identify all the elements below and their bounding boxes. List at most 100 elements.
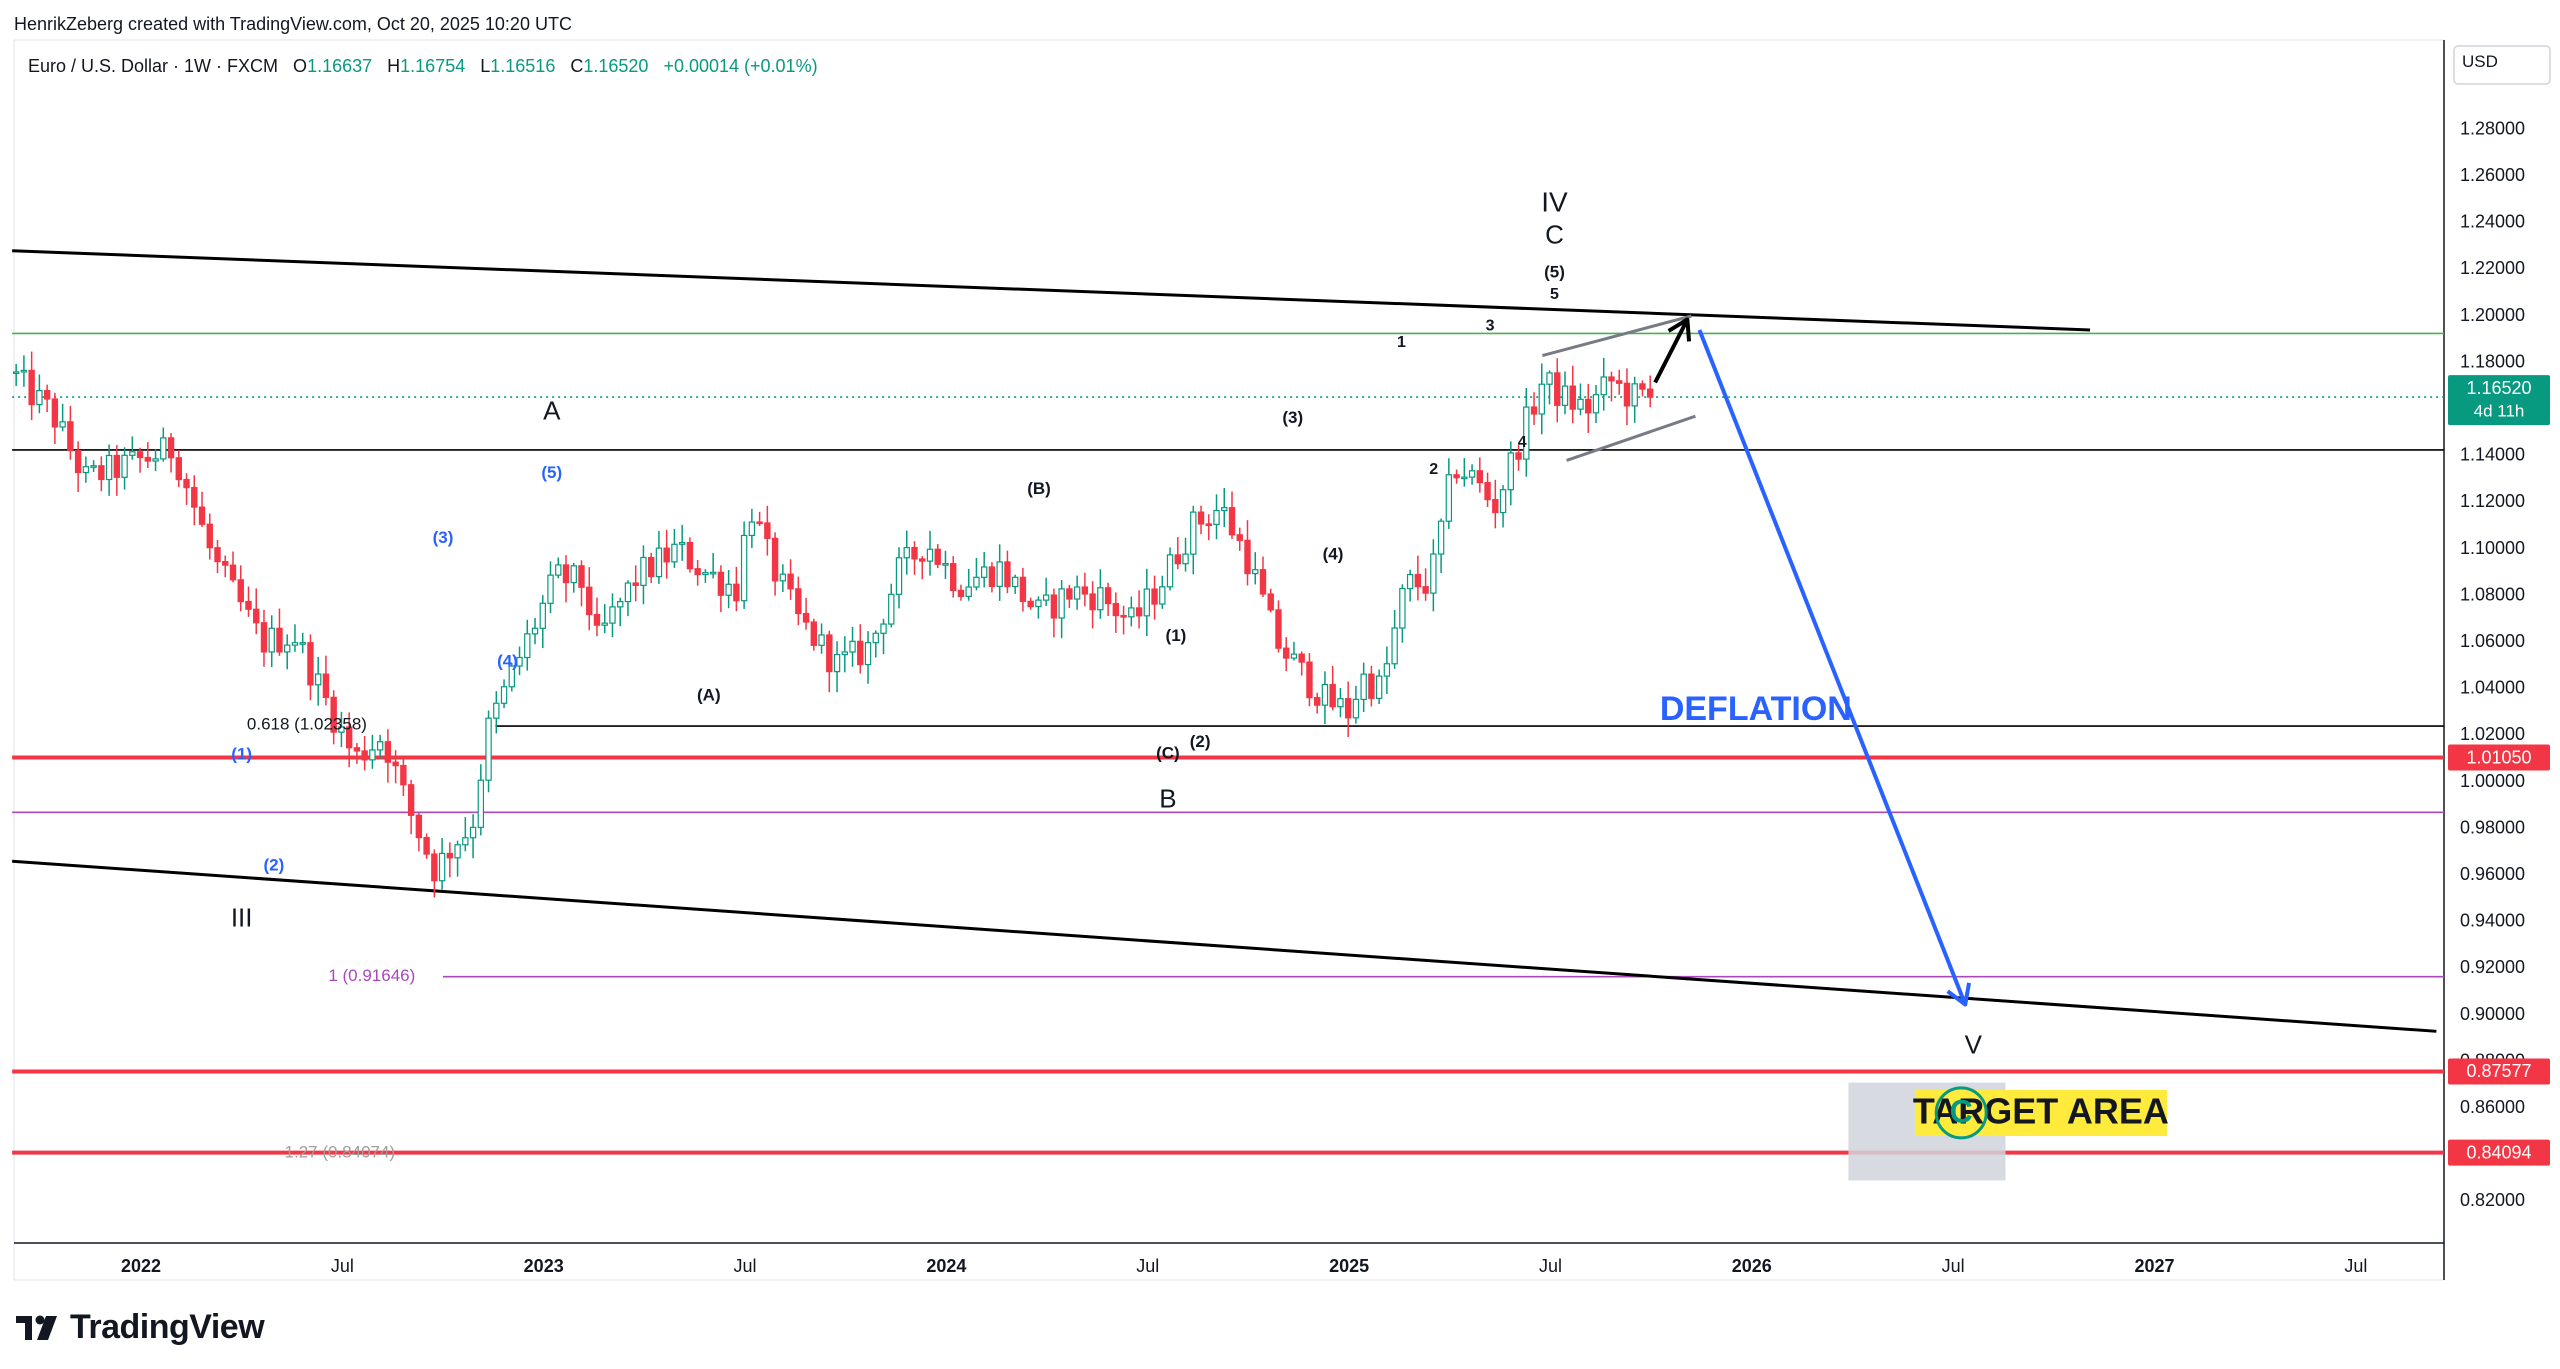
candle[interactable] bbox=[1135, 590, 1143, 629]
candle[interactable] bbox=[1468, 464, 1476, 485]
candle[interactable] bbox=[833, 641, 841, 693]
wave-label[interactable]: (5) bbox=[1544, 262, 1565, 281]
candle[interactable] bbox=[1329, 665, 1336, 711]
candle[interactable] bbox=[500, 679, 508, 709]
wave-label[interactable]: III bbox=[231, 902, 253, 932]
candle[interactable] bbox=[1174, 537, 1181, 570]
candle[interactable] bbox=[601, 604, 608, 634]
current-price-badge[interactable] bbox=[2448, 375, 2550, 426]
candle[interactable] bbox=[1352, 685, 1360, 724]
candle[interactable] bbox=[818, 623, 825, 654]
candle[interactable] bbox=[1073, 575, 1081, 610]
wave-label[interactable]: (5) bbox=[541, 463, 562, 482]
candle[interactable] bbox=[686, 537, 694, 573]
candle[interactable] bbox=[547, 561, 554, 614]
wave-label[interactable]: 3 bbox=[1486, 318, 1495, 335]
candle[interactable] bbox=[330, 690, 337, 745]
candle[interactable] bbox=[888, 583, 895, 628]
candle[interactable] bbox=[90, 460, 97, 472]
tradingview-logo[interactable]: TradingView bbox=[16, 1308, 265, 1347]
wave-label[interactable]: A bbox=[543, 396, 561, 426]
candle[interactable] bbox=[857, 624, 864, 674]
candle[interactable] bbox=[144, 442, 152, 469]
candle[interactable] bbox=[1561, 371, 1569, 415]
candle[interactable] bbox=[1337, 687, 1344, 718]
candle[interactable] bbox=[795, 576, 802, 626]
candle[interactable] bbox=[1166, 547, 1174, 591]
wave-label[interactable]: (2) bbox=[1190, 732, 1211, 751]
candle[interactable] bbox=[1205, 514, 1212, 541]
candle[interactable] bbox=[384, 729, 392, 783]
candle[interactable] bbox=[454, 840, 461, 877]
candle[interactable] bbox=[1159, 575, 1166, 609]
candle[interactable] bbox=[20, 355, 28, 387]
wave-label[interactable]: 4 bbox=[1518, 434, 1527, 451]
candle[interactable] bbox=[632, 565, 639, 602]
candle[interactable] bbox=[578, 560, 585, 607]
candle[interactable] bbox=[105, 444, 113, 496]
candle[interactable] bbox=[1608, 371, 1615, 402]
candle[interactable] bbox=[28, 351, 35, 421]
candle[interactable] bbox=[1375, 669, 1383, 705]
candle[interactable] bbox=[725, 570, 732, 609]
candle[interactable] bbox=[12, 363, 20, 387]
candle[interactable] bbox=[810, 618, 818, 651]
candle[interactable] bbox=[647, 552, 655, 584]
candle[interactable] bbox=[1213, 494, 1220, 540]
candle[interactable] bbox=[1011, 574, 1019, 594]
candle[interactable] bbox=[849, 626, 856, 667]
candle[interactable] bbox=[872, 630, 879, 658]
candle[interactable] bbox=[640, 545, 647, 605]
wave-label[interactable]: 1 bbox=[1397, 334, 1406, 351]
candle[interactable] bbox=[237, 565, 244, 612]
candle[interactable] bbox=[764, 505, 771, 556]
candle[interactable] bbox=[1097, 569, 1104, 619]
candle[interactable] bbox=[1554, 358, 1561, 423]
candle[interactable] bbox=[973, 557, 980, 591]
candle[interactable] bbox=[996, 544, 1003, 601]
candle[interactable] bbox=[1066, 584, 1073, 609]
candle[interactable] bbox=[1569, 365, 1576, 424]
candle[interactable] bbox=[1151, 575, 1158, 620]
candle[interactable] bbox=[338, 711, 345, 748]
candle[interactable] bbox=[663, 529, 670, 579]
candle[interactable] bbox=[508, 663, 515, 692]
symbol-legend[interactable]: Euro / U.S. Dollar · 1W · FXCM O1.16637 … bbox=[28, 56, 818, 77]
candle[interactable] bbox=[516, 646, 523, 676]
candle[interactable] bbox=[586, 567, 593, 631]
candle[interactable] bbox=[369, 734, 376, 769]
wave-label[interactable]: 2 bbox=[1429, 461, 1438, 478]
candle[interactable] bbox=[1042, 577, 1050, 606]
candle[interactable] bbox=[229, 551, 237, 583]
candle[interactable] bbox=[1499, 485, 1507, 528]
candle[interactable] bbox=[570, 562, 577, 593]
up-arrow-shaft[interactable] bbox=[1653, 318, 1690, 384]
candle[interactable] bbox=[624, 580, 632, 617]
candle[interactable] bbox=[1484, 472, 1491, 507]
candle[interactable] bbox=[1445, 458, 1453, 530]
candle[interactable] bbox=[1236, 527, 1243, 551]
candle[interactable] bbox=[950, 556, 957, 598]
candle[interactable] bbox=[400, 757, 407, 796]
candle[interactable] bbox=[864, 631, 872, 684]
candle[interactable] bbox=[1290, 641, 1298, 661]
candle[interactable] bbox=[919, 556, 926, 580]
candle[interactable] bbox=[1492, 479, 1499, 529]
candle[interactable] bbox=[1298, 651, 1305, 676]
price-level-badge[interactable] bbox=[2448, 1139, 2550, 1166]
candle[interactable] bbox=[1414, 555, 1422, 601]
candle[interactable] bbox=[1035, 596, 1042, 619]
candle[interactable] bbox=[1259, 556, 1267, 598]
price-level-badge[interactable] bbox=[2448, 1058, 2550, 1085]
candle[interactable] bbox=[276, 608, 283, 656]
candle[interactable] bbox=[446, 842, 454, 878]
candle[interactable] bbox=[1530, 392, 1538, 426]
candle[interactable] bbox=[1019, 567, 1027, 612]
candle[interactable] bbox=[1228, 491, 1236, 539]
candle[interactable] bbox=[392, 750, 399, 784]
candle[interactable] bbox=[593, 597, 601, 637]
candle[interactable] bbox=[1600, 357, 1607, 411]
candle[interactable] bbox=[1623, 368, 1631, 426]
candle[interactable] bbox=[802, 597, 810, 630]
